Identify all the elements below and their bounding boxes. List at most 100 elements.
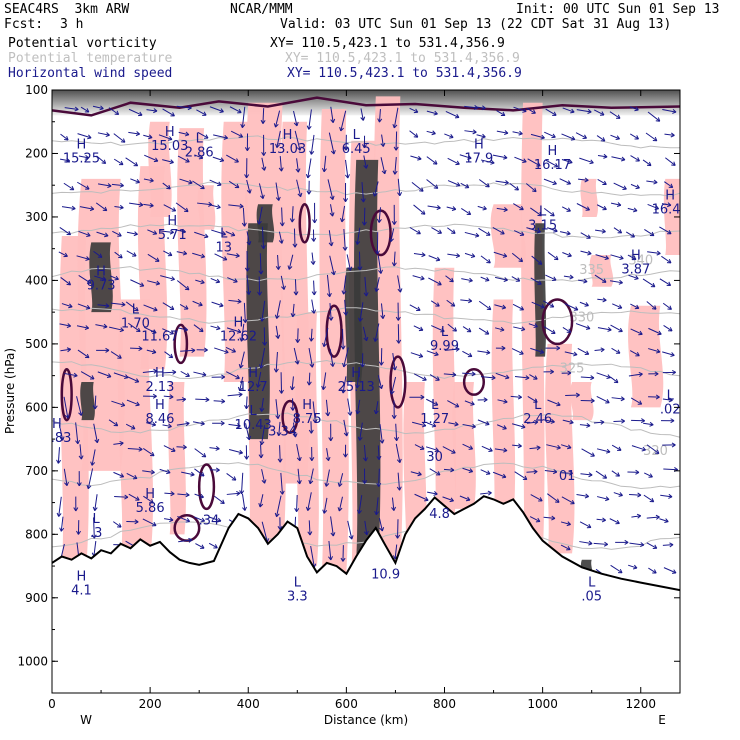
wind-vector <box>92 494 98 511</box>
wind-vector <box>446 299 456 307</box>
wind-vector <box>163 204 177 212</box>
wind-vector <box>561 496 575 505</box>
wind-vector <box>447 253 461 258</box>
extremum-marker: H <box>145 487 155 502</box>
wind-vector <box>628 274 639 280</box>
wind-extremum-label: L.05 <box>581 576 602 605</box>
wind-extremum-label: H4.1 <box>71 569 92 598</box>
wind-vector <box>580 232 591 239</box>
wind-vector <box>324 469 330 487</box>
extremum-value: 25.13 <box>338 380 375 395</box>
extremum-marker: H <box>234 315 244 330</box>
extremum-value: 5.71 <box>158 228 187 243</box>
wind-vector <box>615 539 629 545</box>
wind-vector <box>110 301 126 307</box>
wind-vector <box>646 444 660 455</box>
wind-vector <box>258 253 264 275</box>
wind-vector <box>209 467 220 473</box>
wind-vector <box>611 347 621 354</box>
wind-vector <box>612 303 623 310</box>
wind-vector <box>328 132 336 155</box>
wind-vector <box>630 328 643 336</box>
wind-vector <box>177 155 190 163</box>
wind-vector <box>561 133 576 141</box>
wind-vector <box>376 468 382 487</box>
wind-vector <box>377 375 384 390</box>
wind-vector <box>162 423 172 429</box>
wind-vector <box>347 520 354 540</box>
wind-vector <box>321 372 327 390</box>
wind-vector <box>339 205 346 223</box>
wind-vector <box>354 371 360 389</box>
wind-vector <box>60 133 69 141</box>
wind-vector <box>526 469 538 475</box>
wind-vector <box>413 252 426 258</box>
wind-vector <box>564 303 579 311</box>
wind-extremum-label: L3.15 <box>528 204 557 233</box>
legend-theta-xy: XY= 110.5,423.1 to 531.4,356.9 <box>285 51 520 66</box>
wind-vector <box>176 397 187 403</box>
wind-vector <box>147 229 158 235</box>
extremum-marker: L <box>196 131 204 146</box>
wind-vector <box>275 254 281 270</box>
wind-vector <box>75 422 81 445</box>
wind-vector <box>409 130 419 138</box>
wind-vector <box>643 494 655 503</box>
pv-strong-core <box>344 267 363 382</box>
wind-vector <box>293 279 299 296</box>
wind-vector <box>530 494 543 502</box>
wind-vector <box>144 154 159 163</box>
wind-vector <box>646 542 658 549</box>
wind-vector <box>361 135 367 149</box>
wind-vector <box>644 229 655 237</box>
wind-vector <box>493 251 508 258</box>
wind-vector <box>576 493 590 499</box>
wind-extremum-label: 10.9 <box>371 567 400 582</box>
wind-vector <box>97 303 110 309</box>
wind-vector <box>512 423 526 429</box>
wind-vector <box>96 347 110 353</box>
wind-vector <box>426 422 437 428</box>
wind-vector <box>328 303 334 321</box>
wind-vector <box>514 375 530 381</box>
wind-vector <box>509 182 519 191</box>
wind-vector <box>597 178 607 186</box>
wind-vector <box>389 376 397 395</box>
wind-vector <box>226 327 242 334</box>
wind-vector <box>193 371 207 377</box>
wind-vector <box>478 179 490 188</box>
wind-vector <box>361 207 367 226</box>
wind-vector <box>647 111 661 122</box>
wind-vector <box>77 303 91 310</box>
wind-vector <box>373 323 380 342</box>
wind-vector <box>662 108 677 114</box>
wind-vector <box>357 495 363 514</box>
wind-vector <box>56 447 62 464</box>
wind-vector <box>312 401 318 424</box>
wind-vector <box>414 444 425 450</box>
wind-vector <box>162 302 175 310</box>
wind-vector <box>126 231 138 237</box>
wind-vector <box>60 277 72 286</box>
wind-vector <box>409 394 425 400</box>
wind-vector <box>143 495 154 504</box>
wind-vector <box>278 231 284 244</box>
wind-vector <box>560 444 572 450</box>
wind-vector <box>225 371 240 380</box>
wind-vector <box>575 323 591 330</box>
wind-vector <box>392 157 398 175</box>
pv-strong-core <box>80 381 95 421</box>
wind-vector <box>241 207 247 227</box>
wind-vector <box>226 473 237 481</box>
wind-vector <box>425 446 439 453</box>
x-tick-label: 200 <box>139 697 162 711</box>
wind-vector <box>114 251 123 259</box>
wind-vector <box>464 231 480 238</box>
pv-contour-loop <box>197 463 216 511</box>
wind-vector <box>629 106 639 112</box>
organization: NCAR/MMM <box>230 2 293 17</box>
wind-vector <box>663 325 673 332</box>
wind-vector <box>480 469 491 475</box>
wind-vector <box>564 351 578 357</box>
